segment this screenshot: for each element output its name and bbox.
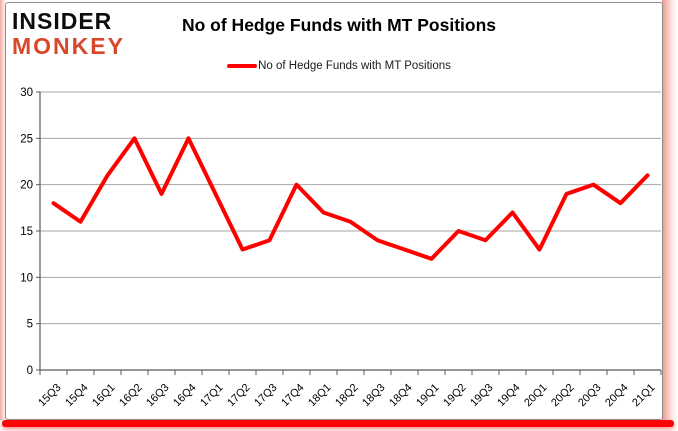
x-tick-label: 21Q1 <box>630 382 658 410</box>
x-tick-label: 20Q2 <box>549 382 577 410</box>
x-tick-label: 20Q1 <box>522 382 550 410</box>
x-tick-label: 17Q3 <box>252 382 280 410</box>
series-line <box>51 136 650 261</box>
x-tick-label: 19Q4 <box>495 382 523 410</box>
y-tick-label: 10 <box>20 272 33 284</box>
y-tick-label: 0 <box>27 365 33 377</box>
x-tick-label: 18Q2 <box>333 382 361 410</box>
y-tick-label: 5 <box>27 319 33 331</box>
x-tick-label: 15Q4 <box>63 382 91 410</box>
x-tick-label: 18Q4 <box>387 382 415 410</box>
x-tick-label: 19Q3 <box>468 382 496 410</box>
y-tick-label: 20 <box>20 180 33 192</box>
left-edge-glow <box>0 0 6 420</box>
y-tick-label: 25 <box>20 133 33 145</box>
x-tick-label: 16Q4 <box>171 382 199 410</box>
chart-card <box>5 2 663 420</box>
x-tick-label: 19Q1 <box>414 382 442 410</box>
logo-line-monkey: MONKEY <box>12 33 125 59</box>
chart-legend: No of Hedge Funds with MT Positions <box>0 60 678 72</box>
right-edge-glow <box>662 0 678 420</box>
x-tick-label: 16Q3 <box>144 382 172 410</box>
x-tick-label: 19Q2 <box>441 382 469 410</box>
x-tick-label: 15Q3 <box>36 382 64 410</box>
legend-label: No of Hedge Funds with MT Positions <box>258 60 451 72</box>
x-tick-label: 20Q4 <box>603 382 631 410</box>
x-tick-label: 18Q3 <box>360 382 388 410</box>
x-tick-label: 20Q3 <box>576 382 604 410</box>
logo-line-insider: INSIDER <box>12 8 113 34</box>
legend-line-swatch <box>227 64 258 68</box>
x-tick-label: 17Q4 <box>279 382 307 410</box>
y-tick-label: 30 <box>20 87 33 99</box>
x-tick-label: 18Q1 <box>306 382 334 410</box>
insider-monkey-logo: INSIDER MONKEY <box>12 9 125 59</box>
x-tick-label: 17Q2 <box>225 382 253 410</box>
x-tick-label: 16Q1 <box>90 382 118 410</box>
page-title: No of Hedge Funds with MT Positions <box>181 15 496 35</box>
y-tick-label: 15 <box>20 226 33 238</box>
x-tick-label: 17Q1 <box>198 382 226 410</box>
x-tick-label: 16Q2 <box>117 382 145 410</box>
bottom-accent-bar <box>2 420 674 427</box>
